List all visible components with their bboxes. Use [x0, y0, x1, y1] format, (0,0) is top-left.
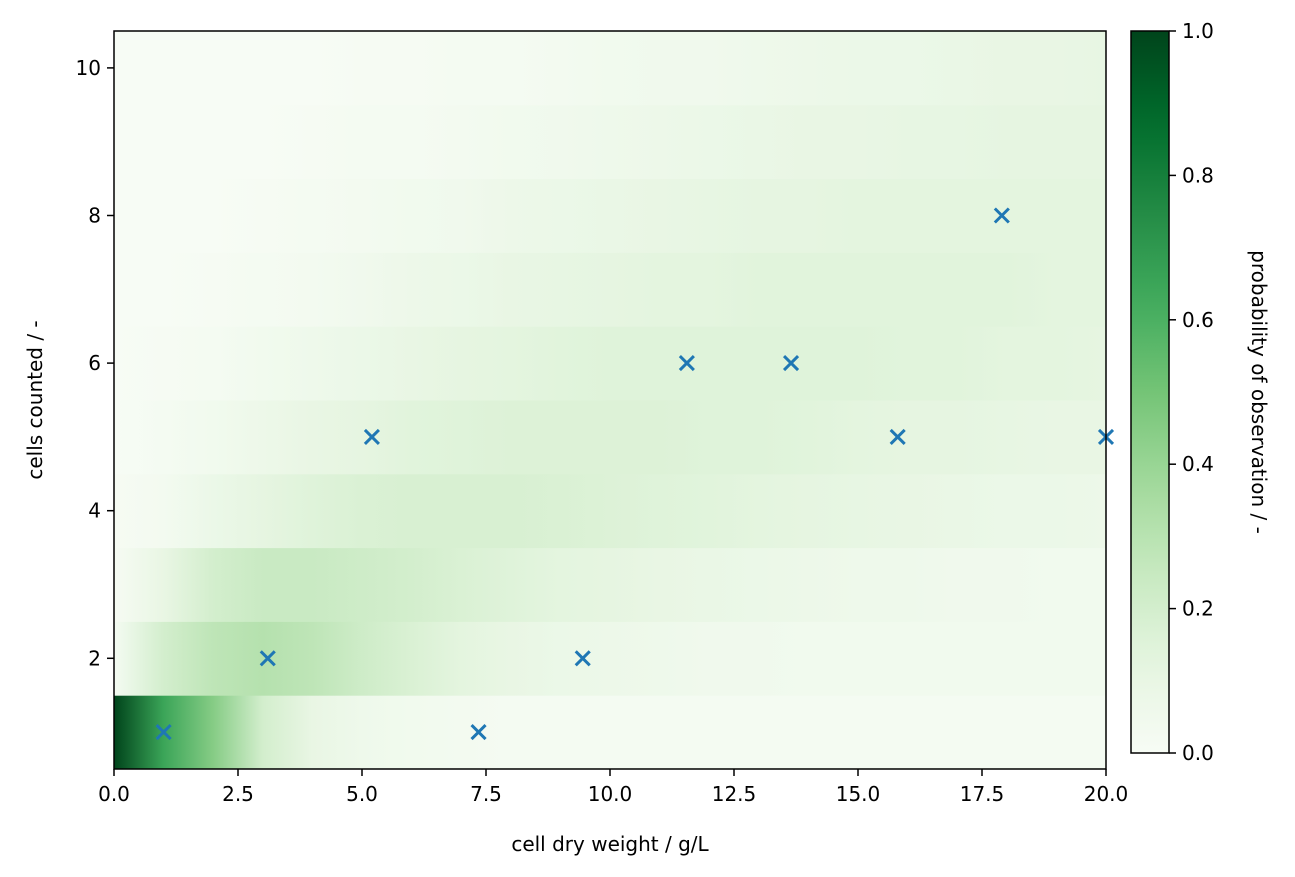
- colorbar-tick-label: 0.4: [1182, 452, 1214, 476]
- x-tick-label: 10.0: [588, 782, 633, 806]
- heatmap-row-10: [114, 31, 1106, 106]
- y-tick-label: 4: [88, 499, 101, 523]
- data-point: [155, 724, 172, 741]
- data-point: [993, 207, 1010, 224]
- data-point: [470, 724, 487, 741]
- x-tick-label: 15.0: [836, 782, 881, 806]
- x-tick-label: 17.5: [960, 782, 1005, 806]
- heatmap-row-7: [114, 252, 1106, 327]
- colorbar-tick-label: 0.6: [1182, 308, 1214, 332]
- x-axis: 0.0 2.5 5.0 7.5 10.0 12.5 15.0 17.5 20.0: [98, 769, 1128, 806]
- heatmap-row-6: [114, 326, 1106, 401]
- heatmap-row-8: [114, 178, 1106, 253]
- x-tick-label: 2.5: [222, 782, 254, 806]
- colorbar-frame: [1130, 30, 1170, 754]
- x-tick-label: 7.5: [470, 782, 502, 806]
- y-tick-label: 10: [76, 56, 101, 80]
- y-tick-label: 6: [88, 351, 101, 375]
- heatmap-row-3: [114, 547, 1106, 622]
- x-tick-label: 12.5: [712, 782, 757, 806]
- x-tick-label: 5.0: [346, 782, 378, 806]
- heatmap-row-4: [114, 473, 1106, 549]
- colorbar-gradient: [1131, 31, 1169, 753]
- data-point: [259, 650, 276, 667]
- heatmap: [114, 31, 1106, 770]
- x-tick-label: 20.0: [1084, 782, 1129, 806]
- colorbar-tick-label: 0.8: [1182, 163, 1214, 187]
- scatter-series: [155, 207, 1115, 741]
- heatmap-row-1: [114, 695, 1106, 770]
- data-point: [678, 355, 695, 372]
- colorbar: 0.0 0.2 0.4 0.6 0.8 1.0 probability of observ…: [1130, 19, 1271, 765]
- heatmap-row-5: [114, 400, 1106, 475]
- data-point: [782, 355, 800, 372]
- y-axis: 2 4 6 8 10: [76, 56, 114, 670]
- heatmap-row-9: [114, 104, 1106, 180]
- data-point: [574, 650, 591, 667]
- y-axis-label: cells counted / -: [23, 320, 47, 479]
- x-axis-label: cell dry weight / g/L: [511, 832, 709, 856]
- colorbar-tick-label: 1.0: [1182, 19, 1214, 43]
- x-tick-label: 0.0: [98, 782, 130, 806]
- heatmap-row-2: [114, 621, 1106, 696]
- y-tick-label: 2: [88, 646, 101, 670]
- colorbar-tick-label: 0.0: [1182, 741, 1214, 765]
- data-point: [363, 428, 380, 445]
- colorbar-tick-label: 0.2: [1182, 597, 1214, 621]
- y-tick-label: 8: [88, 204, 101, 228]
- colorbar-label: probability of observation / -: [1247, 250, 1271, 534]
- data-point: [889, 428, 906, 445]
